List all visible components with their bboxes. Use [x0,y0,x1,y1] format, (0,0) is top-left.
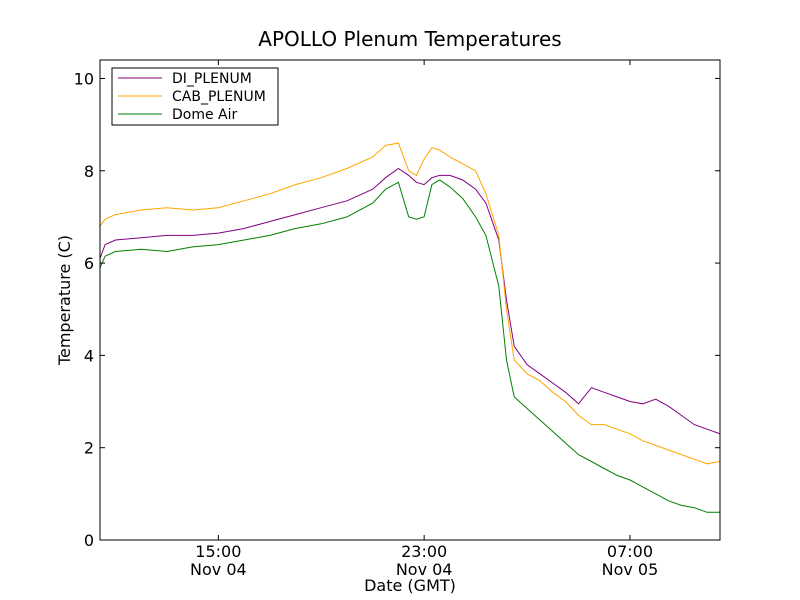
y-tick-label: 0 [84,531,94,550]
y-tick-label: 6 [84,254,94,273]
x-tick-label-time: 07:00 [607,542,653,561]
x-axis-label: Date (GMT) [364,576,456,595]
legend-label-dome-air: Dome Air [172,107,238,123]
legend-label-cab-plenum: CAB_PLENUM [172,89,266,105]
series-line-di-plenum [100,167,720,435]
y-tick-label: 8 [84,162,94,181]
chart-title: APOLLO Plenum Temperatures [258,27,561,51]
x-tick-label-time: 15:00 [195,542,241,561]
x-tick-label-time: 23:00 [401,542,447,561]
y-axis-label: Temperature (C) [55,235,74,366]
x-tick-label-date: Nov 04 [190,560,247,579]
legend: DI_PLENUM CAB_PLENUM Dome Air [111,67,279,126]
x-tick-label-date: Nov 05 [602,560,659,579]
x-tick-label-date: Nov 04 [396,560,453,579]
legend-label-di-plenum: DI_PLENUM [172,71,252,87]
plot-frame [99,59,721,541]
y-tick-label: 4 [84,346,94,365]
series-line-dome-air [100,179,720,513]
series-layer [100,142,720,513]
y-tick-label: 2 [84,439,94,458]
y-tick-label: 10 [74,69,94,88]
series-line-cab-plenum [100,142,720,465]
